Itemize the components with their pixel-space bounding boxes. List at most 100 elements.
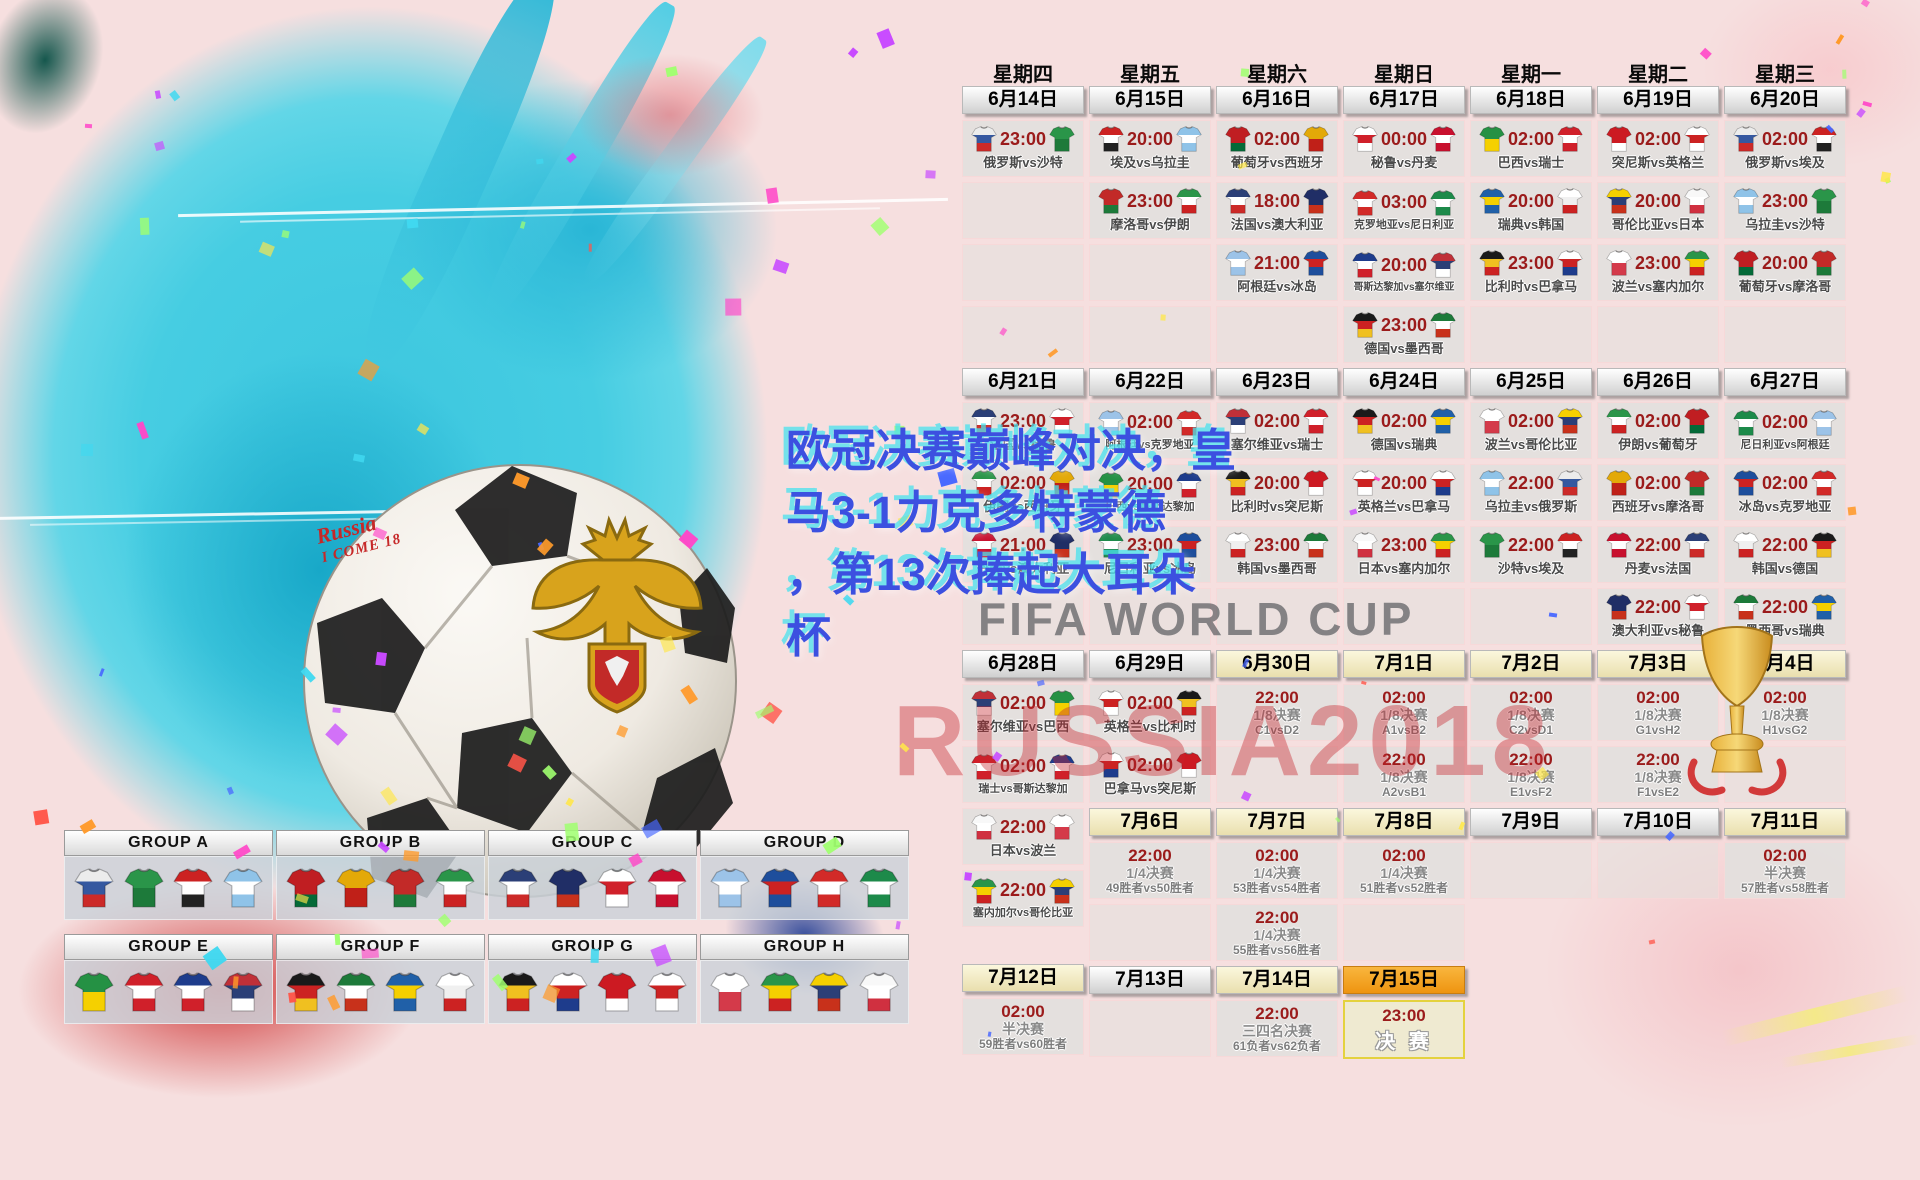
empty-cell [1470, 842, 1592, 899]
team-jersey-icon [1176, 471, 1202, 498]
team-jersey-icon [1811, 470, 1837, 496]
confetti-piece [848, 46, 859, 58]
match-cell: 02:00 西班牙vs摩洛哥 [1597, 464, 1719, 521]
paint-streak [574, 29, 776, 291]
weekday-label: 星期三 [1755, 64, 1815, 86]
match-time-row: 02:00 [1733, 126, 1837, 152]
team-jersey-icon [647, 868, 687, 908]
empty-cell [1216, 588, 1338, 645]
match-time: 22:00 [1636, 750, 1680, 769]
date-header: 7月7日 [1216, 808, 1338, 836]
team-jersey-icon [1430, 126, 1456, 152]
team-jersey-icon [1811, 188, 1837, 214]
team-jersey-icon [971, 470, 997, 496]
confetti-piece [894, 425, 905, 438]
match-time-row: 23:00 [1098, 188, 1202, 214]
confetti-piece [842, 594, 855, 606]
match-time-row: 22:00 [1733, 532, 1837, 558]
match-time: 23:00 [1761, 190, 1809, 211]
match-label: 澳大利亚vs秘鲁 [1611, 623, 1705, 638]
date-header: 6月25日 [1470, 368, 1592, 396]
team-jersey-icon [335, 972, 376, 1012]
match-time-row: 20:00 [1352, 470, 1456, 496]
match-label: 俄罗斯vs埃及 [1745, 155, 1825, 170]
team-jersey-icon [1176, 188, 1202, 214]
team-jersey-icon [1352, 532, 1378, 558]
match-label: 巴拿马vs突尼斯 [1103, 781, 1197, 796]
team-jersey-icon [1430, 470, 1456, 496]
corner-paint [0, 0, 148, 179]
calendar-column: 星期五 6月15日 20:00 埃及vs乌拉圭 23:00 摩洛哥vs伊朗 6月22日 02:… [1089, 58, 1211, 1064]
match-cell: 22:00 澳大利亚vs秘鲁 [1597, 588, 1719, 645]
match-time-row: 02:00 [1098, 752, 1202, 778]
match-label: 阿根廷vs克罗地亚 [1105, 438, 1195, 451]
empty-cell [1470, 588, 1592, 645]
team-jersey-icon [74, 868, 114, 908]
team-jersey-icon [1733, 594, 1759, 620]
stage-label: 1/8决赛 [1253, 707, 1301, 723]
team-jersey-icon [1176, 752, 1202, 778]
group-box: GROUP A [64, 830, 273, 920]
group-title: GROUP B [276, 830, 485, 856]
match-time: 23:00 [1253, 534, 1301, 555]
match-time: 20:00 [1380, 472, 1428, 493]
team-jersey-icon [1733, 532, 1759, 558]
team-jersey-icon [286, 868, 326, 908]
date-header: 6月28日 [962, 650, 1084, 678]
team-jersey-icon [1479, 408, 1505, 434]
match-label: 尼日利亚vs冰岛 [1103, 561, 1197, 576]
match-label: 伊朗vs西班牙 [983, 499, 1063, 514]
match-time-row: 00:00 [1352, 126, 1456, 152]
team-jersey-icon [971, 408, 997, 434]
date-header: 7月1日 [1343, 650, 1465, 678]
team-jersey-icon [74, 972, 114, 1012]
date-header: 6月20日 [1724, 86, 1846, 114]
match-label: 乌拉圭vs沙特 [1745, 217, 1825, 232]
knockout-cell: 22:00 1/4决赛 49胜者vs50胜者 [1089, 842, 1211, 899]
team-jersey-icon [223, 972, 263, 1012]
team-jersey-icon [1733, 409, 1759, 436]
team-jersey-icon [1557, 408, 1583, 434]
team-jersey-icon [1303, 470, 1329, 496]
stage-label: 1/8决赛 [1380, 707, 1428, 723]
team-jersey-icon [1606, 470, 1632, 496]
match-cell: 02:00 俄罗斯vs埃及 [1724, 120, 1846, 177]
match-cell: 02:00 波兰vs哥伦比亚 [1470, 402, 1592, 459]
team-jersey-icon [1733, 188, 1759, 214]
confetti-piece [1835, 33, 1845, 45]
confetti-piece [897, 514, 914, 530]
group-title: GROUP F [276, 934, 485, 960]
team-jersey-icon [859, 972, 899, 1012]
team-jersey-icon [1303, 408, 1329, 434]
date-header: 6月22日 [1089, 368, 1211, 396]
confetti-piece [535, 158, 544, 165]
participants-label: 51胜者vs52胜者 [1359, 881, 1449, 895]
match-time-row: 02:00 [1606, 408, 1710, 434]
team-jersey-icon [1176, 409, 1202, 436]
confetti-piece [937, 468, 958, 488]
match-cell: 22:00 乌拉圭vs俄罗斯 [1470, 464, 1592, 521]
team-jersey-icon [1733, 126, 1759, 152]
team-jersey-icon [547, 972, 588, 1012]
match-time-row: 22:00 [1479, 532, 1583, 558]
match-cell: 22:00 韩国vs德国 [1724, 526, 1846, 583]
stage-label: 1/4决赛 [1126, 865, 1174, 881]
match-time: 20:00 [1634, 190, 1682, 211]
match-cell: 03:00 克罗地亚vs尼日利亚 [1343, 182, 1465, 239]
match-label: 伊朗vs葡萄牙 [1618, 437, 1698, 452]
match-time-row: 22:00 [1606, 594, 1710, 620]
knockout-cell: 02:00 1/8决赛 A1vsB2 [1343, 684, 1465, 741]
stage-label: 1/8决赛 [1761, 707, 1809, 723]
calendar-column: 星期六 6月16日 02:00 葡萄牙vs西班牙 18:00 法国vs澳大利亚 21:00 阿… [1216, 58, 1338, 1064]
empty-cell [1089, 904, 1211, 961]
confetti-piece [169, 89, 181, 102]
calendar-column: 星期二 6月19日 02:00 突尼斯vs英格兰 20:00 哥伦比亚vs日本 23:00 波… [1597, 58, 1719, 1064]
match-label: 塞尔维亚vs瑞士 [1230, 437, 1324, 452]
match-time: 02:00 [1761, 128, 1809, 149]
team-jersey-icon [173, 868, 214, 908]
match-time-row: 02:00 [1733, 409, 1837, 436]
match-label: 波兰vs哥伦比亚 [1484, 437, 1578, 452]
date-header: 7月14日 [1216, 966, 1338, 994]
match-label: 塞尔维亚vs巴西 [976, 719, 1070, 734]
empty-cell [1597, 842, 1719, 899]
